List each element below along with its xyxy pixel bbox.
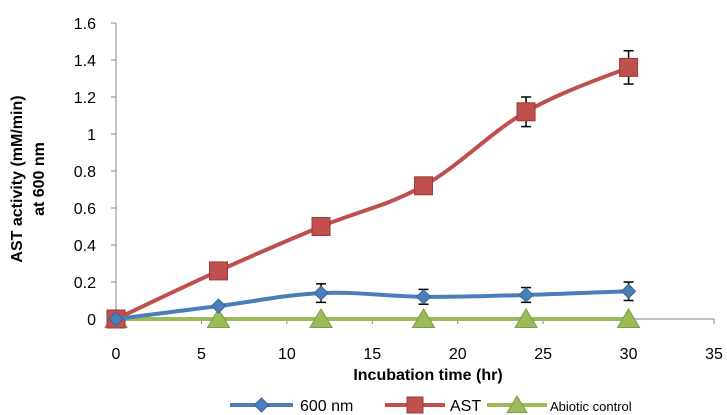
legend-item: AST — [385, 396, 481, 415]
series-square — [106, 50, 639, 329]
legend-item: Abiotic control — [487, 395, 632, 414]
data-point — [411, 308, 436, 328]
legend-marker — [506, 395, 528, 414]
data-point — [415, 289, 432, 305]
data-point — [514, 308, 538, 328]
y-tick-label: 0 — [87, 312, 96, 329]
y-tick-label: 0.2 — [74, 275, 96, 292]
series-triangle — [104, 308, 641, 328]
x-tick-label: 35 — [705, 346, 723, 363]
y-tick-label: 1 — [87, 127, 96, 144]
data-point — [414, 176, 434, 196]
x-tick-label: 30 — [620, 346, 638, 363]
y-axis-title-line-1: AST activity (mM/min) — [9, 95, 26, 262]
y-tick-label: 0.4 — [74, 238, 96, 255]
data-point — [209, 261, 229, 281]
series-diamond — [108, 281, 637, 327]
data-point — [210, 298, 227, 314]
y-tick-label: 0.6 — [74, 201, 96, 218]
series-layer — [104, 50, 641, 329]
y-tick-label: 0.8 — [74, 164, 96, 181]
x-tick-label: 10 — [278, 346, 296, 363]
y-tick-label: 1.2 — [74, 90, 96, 107]
data-point — [309, 308, 333, 328]
x-tick-label: 15 — [363, 346, 381, 363]
y-axis-title: AST activity (mM/min) at 600 nm — [9, 95, 48, 262]
x-tick-label: 20 — [449, 346, 467, 363]
y-axis-title-line-2: at 600 nm — [31, 142, 48, 216]
data-point — [516, 102, 536, 122]
legend-label: Abiotic control — [550, 399, 632, 414]
data-point — [311, 217, 331, 236]
series-line — [114, 65, 631, 321]
legend-label: AST — [450, 398, 481, 415]
data-point — [619, 57, 639, 77]
data-point — [616, 308, 641, 328]
legend-item: 600 nm — [230, 397, 353, 415]
y-tick-label: 1.6 — [74, 16, 96, 33]
legend: 600 nm AST Abiotic control — [230, 395, 632, 415]
x-tick-label: 5 — [197, 346, 206, 363]
data-point — [313, 285, 329, 301]
legend-marker — [253, 397, 270, 413]
legend-marker — [406, 396, 424, 414]
x-tick-label: 25 — [534, 346, 552, 363]
x-axis-title: Incubation time (hr) — [353, 367, 502, 384]
data-point — [620, 283, 637, 299]
y-axis-ticks: 0 0.2 0.4 0.6 0.8 1 1.2 1.4 1.6 — [74, 16, 116, 329]
series-line — [114, 289, 631, 321]
data-point — [518, 287, 534, 303]
x-tick-label: 0 — [112, 346, 121, 363]
y-tick-label: 1.4 — [74, 53, 96, 70]
data-point — [108, 311, 124, 327]
legend-label: 600 nm — [300, 398, 353, 415]
data-point — [206, 308, 231, 328]
